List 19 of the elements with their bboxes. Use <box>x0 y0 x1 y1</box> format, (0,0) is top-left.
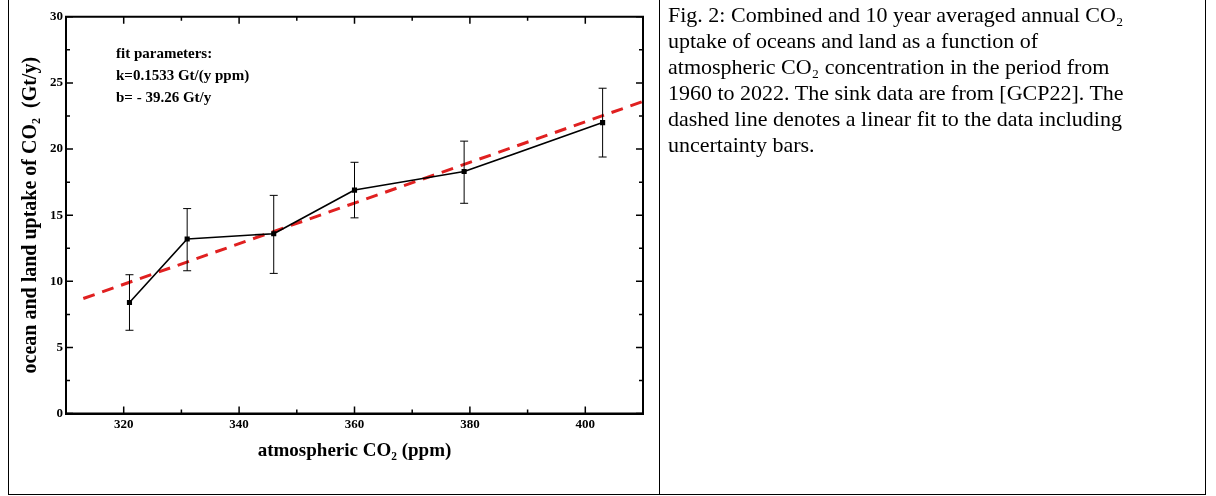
y-tick-label: 25 <box>50 74 64 90</box>
y-tick-label: 15 <box>50 206 64 222</box>
point <box>184 236 190 242</box>
y-axis-title: ocean and land uptake of CO₂ (Gt/y) <box>18 56 42 374</box>
x-tick-label: 380 <box>460 415 480 431</box>
annotation: k=0.1533 Gt/(y ppm) <box>116 67 250 85</box>
x-tick-label: 360 <box>344 415 365 431</box>
y-tick-label: 10 <box>50 272 63 288</box>
y-tick-label: 20 <box>50 140 63 156</box>
x-tick-label: 400 <box>575 415 596 431</box>
annotation: fit parameters: <box>116 45 213 62</box>
y-tick-label: 5 <box>56 338 64 354</box>
y-tick-label: 30 <box>50 8 63 24</box>
y-tick-label: 0 <box>56 404 63 420</box>
annotation: b= - 39.26 Gt/y <box>116 89 212 106</box>
caption: Fig. 2: Combined and 10 year averaged annual CO₂ uptake of oceans and land as a function of atmospheric CO₂ concentration in the period from 1960 to 2022. The sink data are from [GCP22]. The dashed line denotes a linear fit to the data including uncertainty bars. <box>667 1 1125 159</box>
x-axis-title: atmospheric CO₂ (ppm) <box>257 438 452 461</box>
x-tick-label: 320 <box>113 415 134 431</box>
x-tick-label: 340 <box>229 415 249 431</box>
